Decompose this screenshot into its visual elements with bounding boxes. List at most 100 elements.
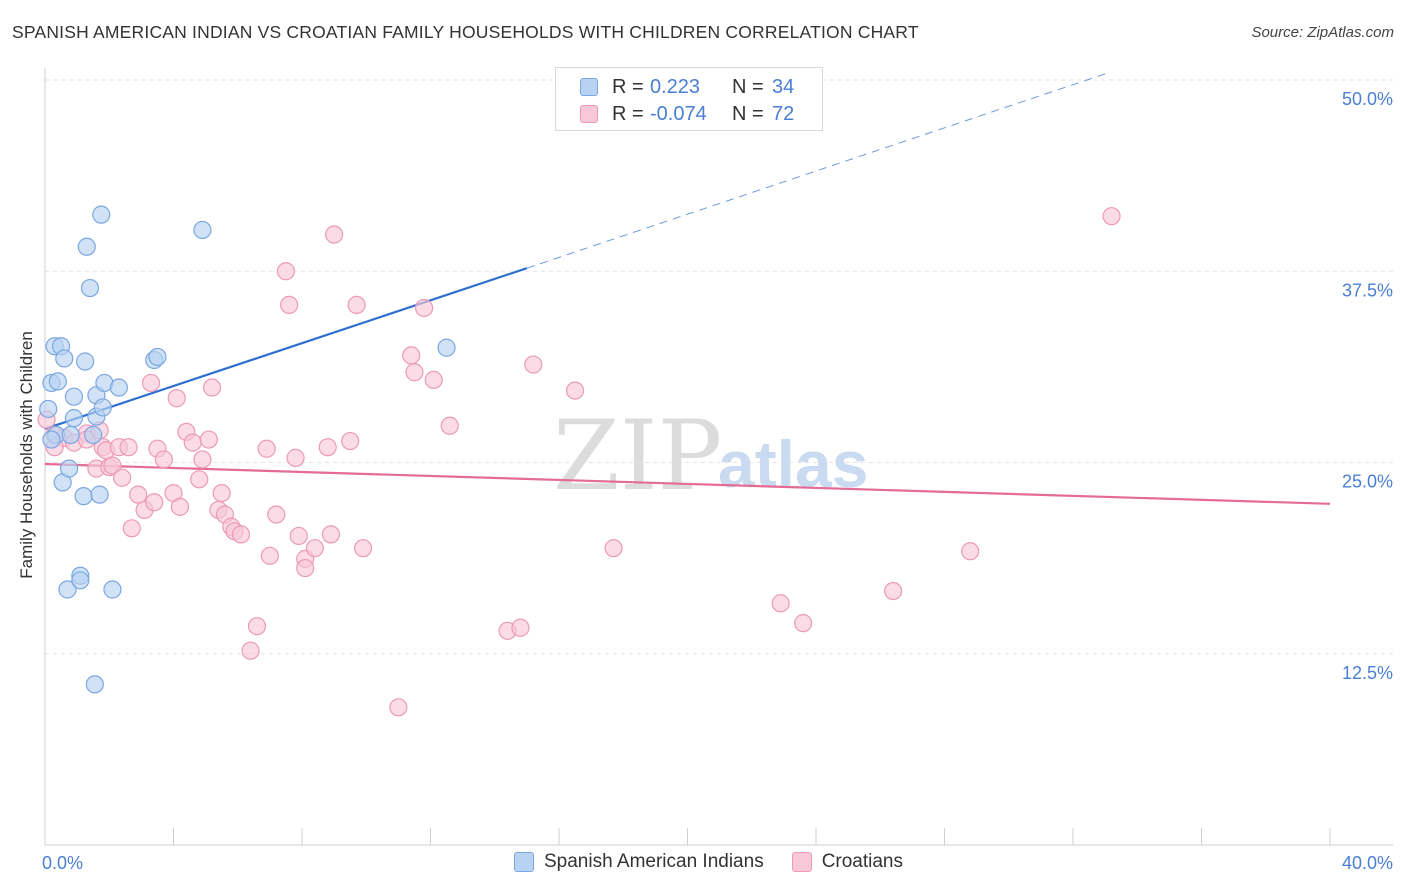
- point-croatian: [318, 438, 337, 457]
- point-croatian: [883, 581, 903, 601]
- point-spanish-american-indian: [76, 352, 95, 371]
- point-croatian: [103, 456, 122, 475]
- point-spanish-american-indian: [74, 487, 93, 506]
- r-label: R =: [612, 75, 644, 98]
- point-croatian: [190, 470, 209, 489]
- n-label: N =: [732, 75, 764, 98]
- point-croatian: [565, 381, 585, 400]
- point-spanish-american-indian: [77, 237, 96, 256]
- x-tick-label: 40.0%: [1342, 853, 1393, 873]
- chart-title: SPANISH AMERICAN INDIAN VS CROATIAN FAMI…: [12, 22, 919, 42]
- n-label: N =: [732, 102, 764, 125]
- point-croatian: [129, 485, 148, 504]
- point-croatian: [305, 539, 324, 558]
- point-croatian: [257, 439, 276, 458]
- point-croatian: [170, 497, 190, 516]
- series-legend: Spanish American Indians Croatians: [514, 851, 931, 873]
- point-spanish-american-indian: [90, 485, 109, 504]
- point-spanish-american-indian: [71, 571, 90, 590]
- point-croatian: [154, 450, 173, 469]
- y-tick-labels: 12.5% 25.0% 37.5% 50.0%: [1342, 89, 1393, 683]
- y-tick-label: 37.5%: [1342, 280, 1393, 300]
- legend-swatch-blue: [580, 78, 598, 96]
- r-label: R =: [612, 102, 644, 125]
- point-spanish-american-indian: [55, 349, 74, 368]
- legend-swatch-pink: [580, 105, 598, 123]
- correlation-legend: R = 0.223 N = 34 R = -0.074 N = 72: [555, 67, 823, 131]
- x-tick-label: 0.0%: [42, 853, 83, 873]
- point-spanish-american-indian: [85, 675, 104, 694]
- point-croatian: [122, 519, 141, 538]
- point-croatian: [119, 438, 138, 457]
- point-croatian: [347, 295, 366, 315]
- point-croatian: [321, 525, 341, 544]
- point-croatian: [341, 431, 360, 451]
- point-croatian: [296, 558, 315, 578]
- point-spanish-american-indian: [148, 347, 167, 367]
- point-spanish-american-indian: [92, 205, 111, 224]
- point-croatian: [414, 298, 434, 318]
- x-tick-labels: 0.0% 40.0%: [42, 853, 1393, 873]
- point-spanish-american-indian: [61, 425, 80, 445]
- point-spanish-american-indian: [84, 425, 103, 445]
- point-croatian: [183, 433, 202, 452]
- point-croatian: [202, 378, 222, 397]
- axes: [44, 68, 1393, 846]
- point-croatian: [247, 617, 267, 636]
- point-spanish-american-indian: [42, 430, 61, 449]
- point-croatian: [286, 448, 305, 468]
- legend-row-spanish-american-indians: R = 0.223 N = 34: [580, 75, 794, 99]
- y-axis-title: Family Households with Children: [17, 331, 36, 579]
- point-croatian: [267, 505, 286, 524]
- point-croatian: [141, 373, 161, 393]
- point-croatian: [389, 698, 408, 717]
- point-spanish-american-indian: [437, 338, 456, 357]
- point-croatian: [405, 363, 424, 382]
- point-croatian: [112, 468, 132, 487]
- point-spanish-american-indian: [93, 398, 112, 417]
- watermark-zip: ZIP: [553, 400, 722, 512]
- point-croatian: [604, 539, 623, 558]
- point-croatian: [524, 355, 543, 374]
- point-spanish-american-indian: [39, 399, 58, 419]
- point-spanish-american-indian: [193, 220, 212, 240]
- point-croatian: [402, 346, 421, 365]
- point-croatian: [424, 370, 443, 389]
- trend-lines: [44, 73, 1331, 505]
- point-croatian: [353, 539, 373, 558]
- point-croatian: [231, 525, 251, 544]
- point-croatian: [289, 526, 308, 546]
- point-croatian: [440, 416, 459, 435]
- source-label: Source: ZipAtlas.com: [1251, 24, 1394, 41]
- point-spanish-american-indian: [58, 580, 77, 599]
- y-tick-label: 50.0%: [1342, 89, 1393, 109]
- point-croatian: [276, 262, 296, 281]
- point-spanish-american-indian: [48, 372, 67, 391]
- point-spanish-american-indian: [103, 580, 122, 599]
- point-croatian: [511, 618, 530, 637]
- point-croatian: [167, 389, 186, 408]
- y-tick-label: 25.0%: [1342, 472, 1393, 492]
- point-croatian: [241, 641, 260, 660]
- legend-item-croatians[interactable]: Croatians: [791, 851, 904, 873]
- legend-swatch-blue: [514, 852, 534, 872]
- point-croatian: [199, 430, 218, 449]
- point-croatian: [212, 484, 231, 503]
- point-spanish-american-indian: [80, 278, 100, 298]
- trend-line-croatians: [44, 462, 1331, 505]
- point-spanish-american-indian: [64, 387, 84, 406]
- legend-row-croatians: R = -0.074 N = 72: [580, 102, 794, 126]
- watermark: ZIP atlas: [553, 400, 868, 512]
- trend-line-spanish-american-indians: [44, 267, 528, 430]
- legend-label: Spanish American Indians: [544, 851, 764, 872]
- point-croatian: [961, 542, 980, 561]
- legend-label: Croatians: [821, 851, 904, 872]
- n-value: 72: [772, 102, 795, 125]
- point-spanish-american-indian: [109, 378, 128, 397]
- n-value: 34: [772, 75, 795, 98]
- y-tick-label: 12.5%: [1342, 663, 1393, 683]
- legend-item-spanish-american-indians[interactable]: Spanish American Indians: [514, 851, 764, 873]
- point-croatian: [325, 225, 344, 244]
- legend-swatch-pink: [791, 852, 812, 872]
